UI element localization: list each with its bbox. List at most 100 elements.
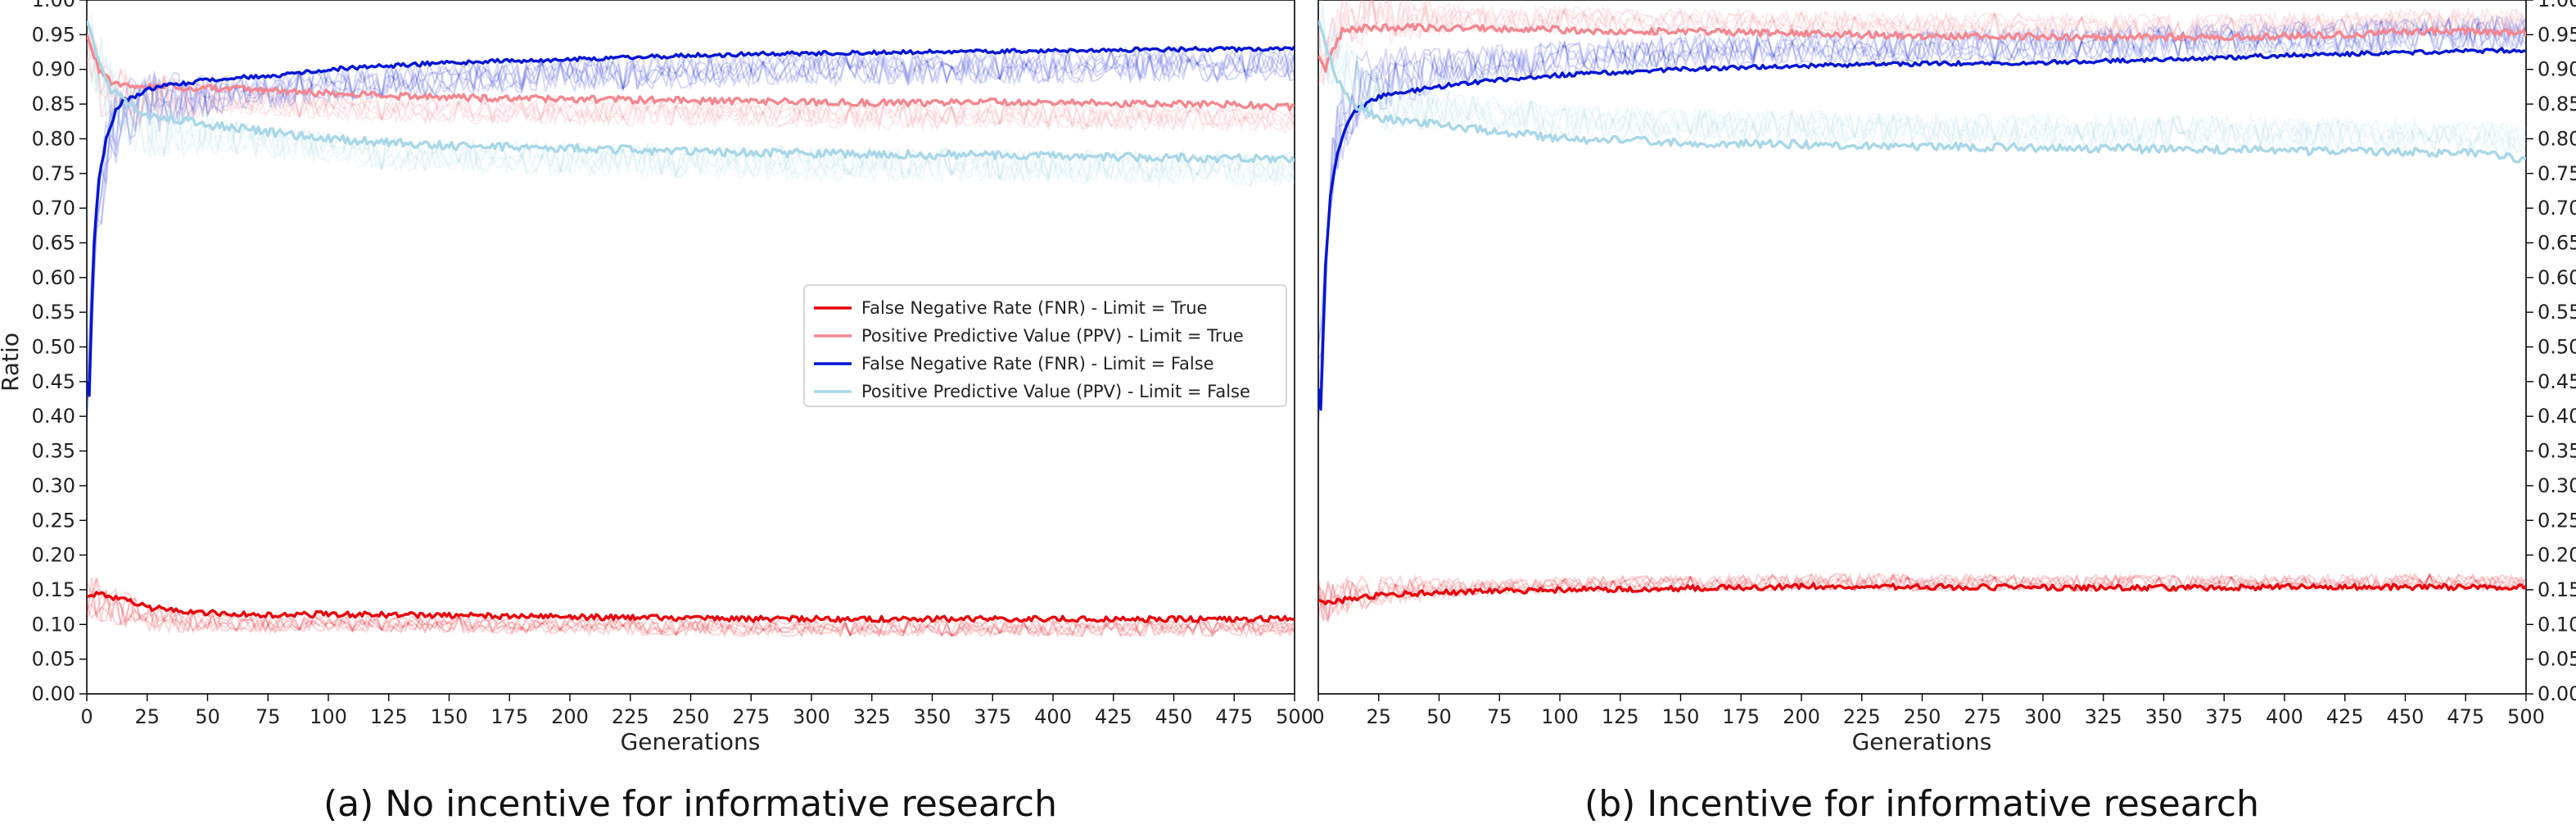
x-tick-label: 325: [853, 705, 891, 728]
legend-entry: False Negative Rate (FNR) - Limit = True: [861, 298, 1207, 318]
series-line: [1318, 582, 2526, 605]
run-trace: [1318, 18, 2526, 344]
y-tick-label: 0.45: [2538, 370, 2576, 393]
y-tick-label: 0.95: [2538, 23, 2576, 46]
x-tick-label: 450: [1155, 705, 1193, 728]
y-tick-label: 0.60: [32, 266, 75, 289]
x-tick-label: 150: [431, 705, 468, 728]
x-tick-label: 75: [255, 705, 281, 728]
x-tick-label: 375: [974, 705, 1011, 728]
x-tick-label: 125: [1602, 705, 1639, 728]
x-tick-label: 425: [1095, 705, 1132, 728]
x-axis-b: 0 25 50 75 100 125 150 175 200 225 250 275 300 325 350…: [1312, 694, 2545, 728]
y-tick-label: 0.70: [32, 197, 75, 220]
x-tick-label: 0: [80, 705, 93, 728]
y-tick-label: 1.00: [32, 0, 75, 11]
run-trace: [87, 3, 1295, 133]
legend: False Negative Rate (FNR) - Limit = True…: [803, 284, 1287, 407]
x-tick-label: 500: [1276, 705, 1313, 728]
series-line: [87, 34, 1295, 112]
run-trace: [87, 46, 1295, 386]
run-trace: [87, 589, 1295, 638]
y-tick-label: 0.10: [2538, 613, 2576, 636]
y-tick-label: 0.05: [32, 648, 75, 671]
run-trace: [87, 50, 1295, 134]
x-tick-label: 100: [310, 705, 347, 728]
run-trace: [87, 33, 1295, 184]
run-trace: [87, 47, 1295, 419]
series-line: [1318, 47, 2526, 411]
x-tick-label: 0: [1312, 705, 1324, 728]
x-tick-label: 375: [2205, 705, 2243, 728]
chart-panel-a: 0.00 0.05 0.10 0.15 0.20 0.25 0.30 0.35 0.40 0.45…: [0, 0, 1313, 825]
y-tick-label: 0.60: [2538, 266, 2576, 289]
y-tick-label: 0.10: [32, 613, 75, 636]
run-trace: [87, 47, 1295, 410]
y-tick-label: 0.20: [32, 544, 75, 567]
run-trace: [1318, 28, 2526, 159]
x-tick-label: 275: [1964, 705, 2001, 728]
run-trace: [87, 49, 1295, 132]
x-axis-label-a: Generations: [621, 728, 761, 755]
run-trace: [87, 42, 1295, 135]
y-tick-label: 0.70: [2538, 197, 2576, 220]
x-tick-label: 400: [2266, 705, 2303, 728]
y-tick-label: 0.85: [32, 93, 75, 116]
x-tick-label: 25: [1366, 705, 1391, 728]
run-trace: [1318, 15, 2526, 410]
y-tick-label: 0.80: [2538, 127, 2576, 150]
x-tick-label: 125: [370, 705, 408, 728]
x-axis-label-b: Generations: [1852, 728, 1992, 755]
mean-series-a: [87, 20, 1295, 623]
y-tick-label: 0.35: [32, 440, 75, 463]
x-tick-label: 75: [1487, 705, 1512, 728]
run-trace: [1318, 14, 2526, 361]
y-tick-label: 0.00: [2538, 682, 2576, 705]
x-tick-label: 50: [1426, 705, 1452, 728]
x-tick-label: 200: [1783, 705, 1820, 728]
run-trace: [87, 38, 1295, 187]
y-tick-label: 0.15: [2538, 578, 2576, 601]
series-line: [87, 591, 1295, 623]
series-line: [87, 20, 1295, 164]
x-tick-label: 350: [2145, 705, 2183, 728]
run-trace: [87, 45, 1295, 427]
y-axis-b: 0.00 0.05 0.10 0.15 0.20 0.25 0.30 0.35 0.40 0.45…: [2526, 0, 2576, 705]
run-trace: [1318, 572, 2526, 623]
run-trace: [87, 578, 1295, 640]
mean-series-b: [1318, 20, 2526, 605]
x-axis-a: 0 25 50 75 100 125 150 175 200 225 250 275 300 325 350…: [80, 694, 1313, 728]
x-tick-label: 175: [490, 705, 528, 728]
y-tick-label: 0.65: [2538, 231, 2576, 254]
x-tick-label: 475: [2447, 705, 2484, 728]
series-line: [1318, 23, 2526, 73]
run-trace: [87, 596, 1295, 638]
run-trace: [1318, 4, 2526, 155]
y-tick-label: 0.55: [2538, 301, 2576, 324]
y-tick-label: 0.90: [2538, 58, 2576, 81]
y-tick-label: 0.50: [2538, 336, 2576, 359]
run-trace: [1318, 572, 2526, 622]
y-tick-label: 0.65: [32, 231, 75, 254]
y-tick-label: 0.90: [32, 58, 75, 81]
x-tick-label: 350: [914, 705, 951, 728]
x-tick-label: 225: [1843, 705, 1881, 728]
run-trace: [1318, 28, 2526, 157]
run-trace: [1319, 0, 2526, 159]
series-line: [87, 45, 1295, 397]
y-tick-label: 0.50: [32, 336, 75, 359]
y-tick-label: 0.75: [2538, 162, 2576, 185]
run-trace: [87, 577, 1295, 639]
x-tick-label: 200: [551, 705, 589, 728]
run-trace: [1318, 572, 2526, 620]
y-tick-label: 0.55: [32, 301, 75, 324]
caption-b: (b) Incentive for informative research: [1584, 783, 2259, 825]
y-tick-label: 0.15: [32, 578, 75, 601]
x-tick-label: 325: [2085, 705, 2122, 728]
y-tick-label: 0.40: [2538, 405, 2576, 428]
run-trace: [1318, 29, 2526, 154]
x-tick-label: 175: [1722, 705, 1760, 728]
legend-entry: False Negative Rate (FNR) - Limit = Fals…: [861, 354, 1214, 374]
x-tick-label: 50: [195, 705, 220, 728]
